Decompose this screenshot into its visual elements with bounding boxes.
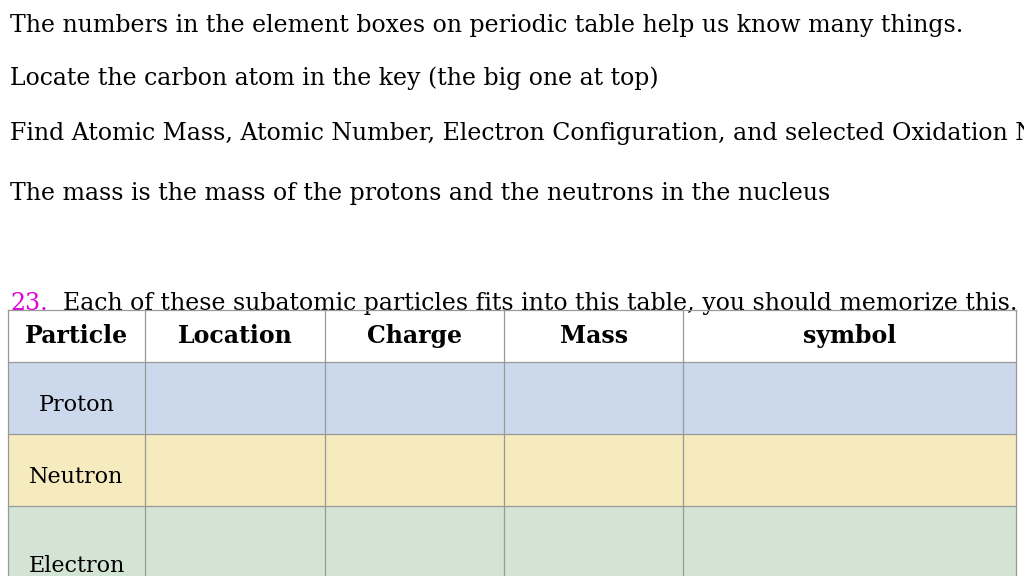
Text: Electron: Electron [29, 555, 125, 576]
Text: Particle: Particle [25, 324, 128, 348]
Bar [8, 506, 1016, 576]
Bar [8, 310, 1016, 362]
Text: Proton: Proton [39, 394, 115, 416]
Text: The numbers in the element boxes on periodic table help us know many things.: The numbers in the element boxes on peri… [10, 14, 964, 37]
Text: symbol: symbol [803, 324, 896, 348]
Bar [8, 434, 1016, 506]
Text: Location: Location [177, 324, 292, 348]
Text: Charge: Charge [367, 324, 462, 348]
Text: Find Atomic Mass, Atomic Number, Electron Configuration, and selected Oxidation : Find Atomic Mass, Atomic Number, Electro… [10, 122, 1024, 145]
Bar [8, 362, 1016, 434]
Text: Each of these subatomic particles fits into this table, you should memorize this: Each of these subatomic particles fits i… [48, 292, 1018, 315]
Text: 23.: 23. [10, 292, 48, 315]
Text: Mass: Mass [559, 324, 628, 348]
Text: The mass is the mass of the protons and the neutrons in the nucleus: The mass is the mass of the protons and … [10, 182, 830, 205]
Text: Neutron: Neutron [30, 466, 124, 488]
Text: Locate the carbon atom in the key (the big one at top): Locate the carbon atom in the key (the b… [10, 66, 658, 89]
